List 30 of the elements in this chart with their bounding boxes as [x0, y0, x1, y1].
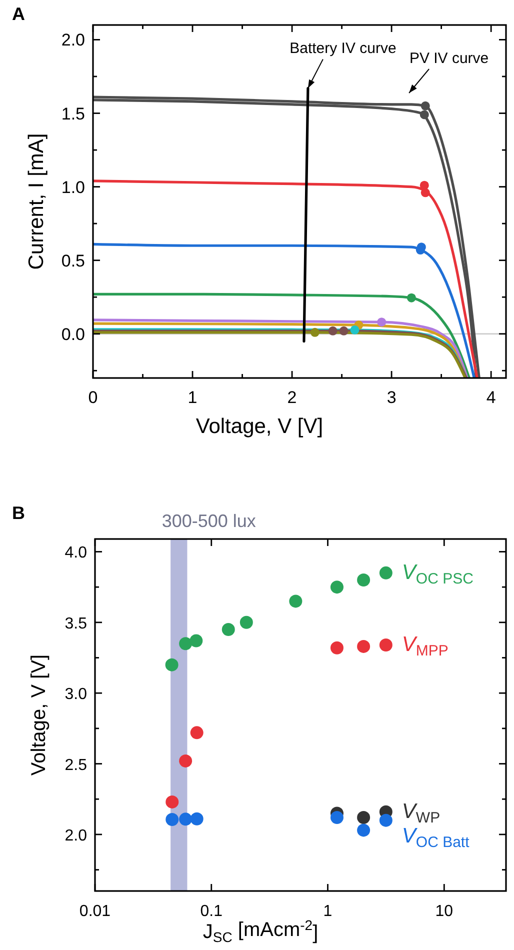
y-tick-label: 0.5 — [61, 251, 85, 270]
y-tick-label: 1.0 — [61, 178, 85, 197]
x-tick-label: 1 — [323, 903, 332, 920]
band-label: 300-500 lux — [162, 511, 256, 531]
series-label: V$_{WP}$ — [402, 800, 440, 826]
x-tick-label: 3 — [386, 388, 396, 407]
chart-title: B — [12, 503, 25, 523]
x-tick-label: 10 — [435, 903, 454, 920]
y-tick-label: 4.0 — [64, 544, 88, 562]
y-tick-label: 2.0 — [64, 827, 88, 844]
x-tick-label: 2 — [287, 388, 297, 407]
series-label: V$_{OC Batt}$ — [402, 824, 470, 851]
x-tick-label: 0.01 — [79, 903, 111, 920]
series-label: V$_{MPP}$ — [402, 633, 448, 660]
y-tick-label: 1.5 — [61, 104, 85, 124]
annotation: Battery IV curve — [290, 40, 396, 58]
y-axis-title: Current, I [mA] — [25, 133, 48, 270]
y-tick-label: 3.5 — [64, 615, 88, 632]
annotation: PV IV curve — [409, 50, 489, 67]
series-label: V$_{OC PSC}$ — [402, 560, 474, 588]
y-axis-title: Voltage, V [V] — [28, 654, 50, 776]
x-tick-label: 0 — [88, 388, 98, 407]
y-tick-label: 0.0 — [61, 324, 85, 344]
y-tick-label: 2.0 — [61, 30, 85, 50]
x-axis-title: Voltage, V [V] — [196, 415, 324, 438]
y-tick-label: 3.0 — [64, 686, 88, 704]
x-tick-label: 4 — [486, 388, 496, 407]
x-tick-label: 1 — [188, 388, 198, 407]
chart-title: A — [12, 4, 25, 24]
y-tick-label: 2.5 — [64, 756, 88, 774]
